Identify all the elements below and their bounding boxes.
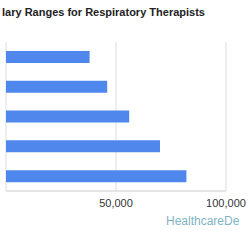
svg-text:100,000: 100,000 xyxy=(206,197,242,209)
html-text:lary Ranges for Respiratory Th: lary Ranges for Respiratory Therapists xyxy=(2,6,205,18)
html-text:HealthcareDe: HealthcareDe xyxy=(166,214,240,228)
svg-text:50,000: 50,000 xyxy=(99,197,133,209)
